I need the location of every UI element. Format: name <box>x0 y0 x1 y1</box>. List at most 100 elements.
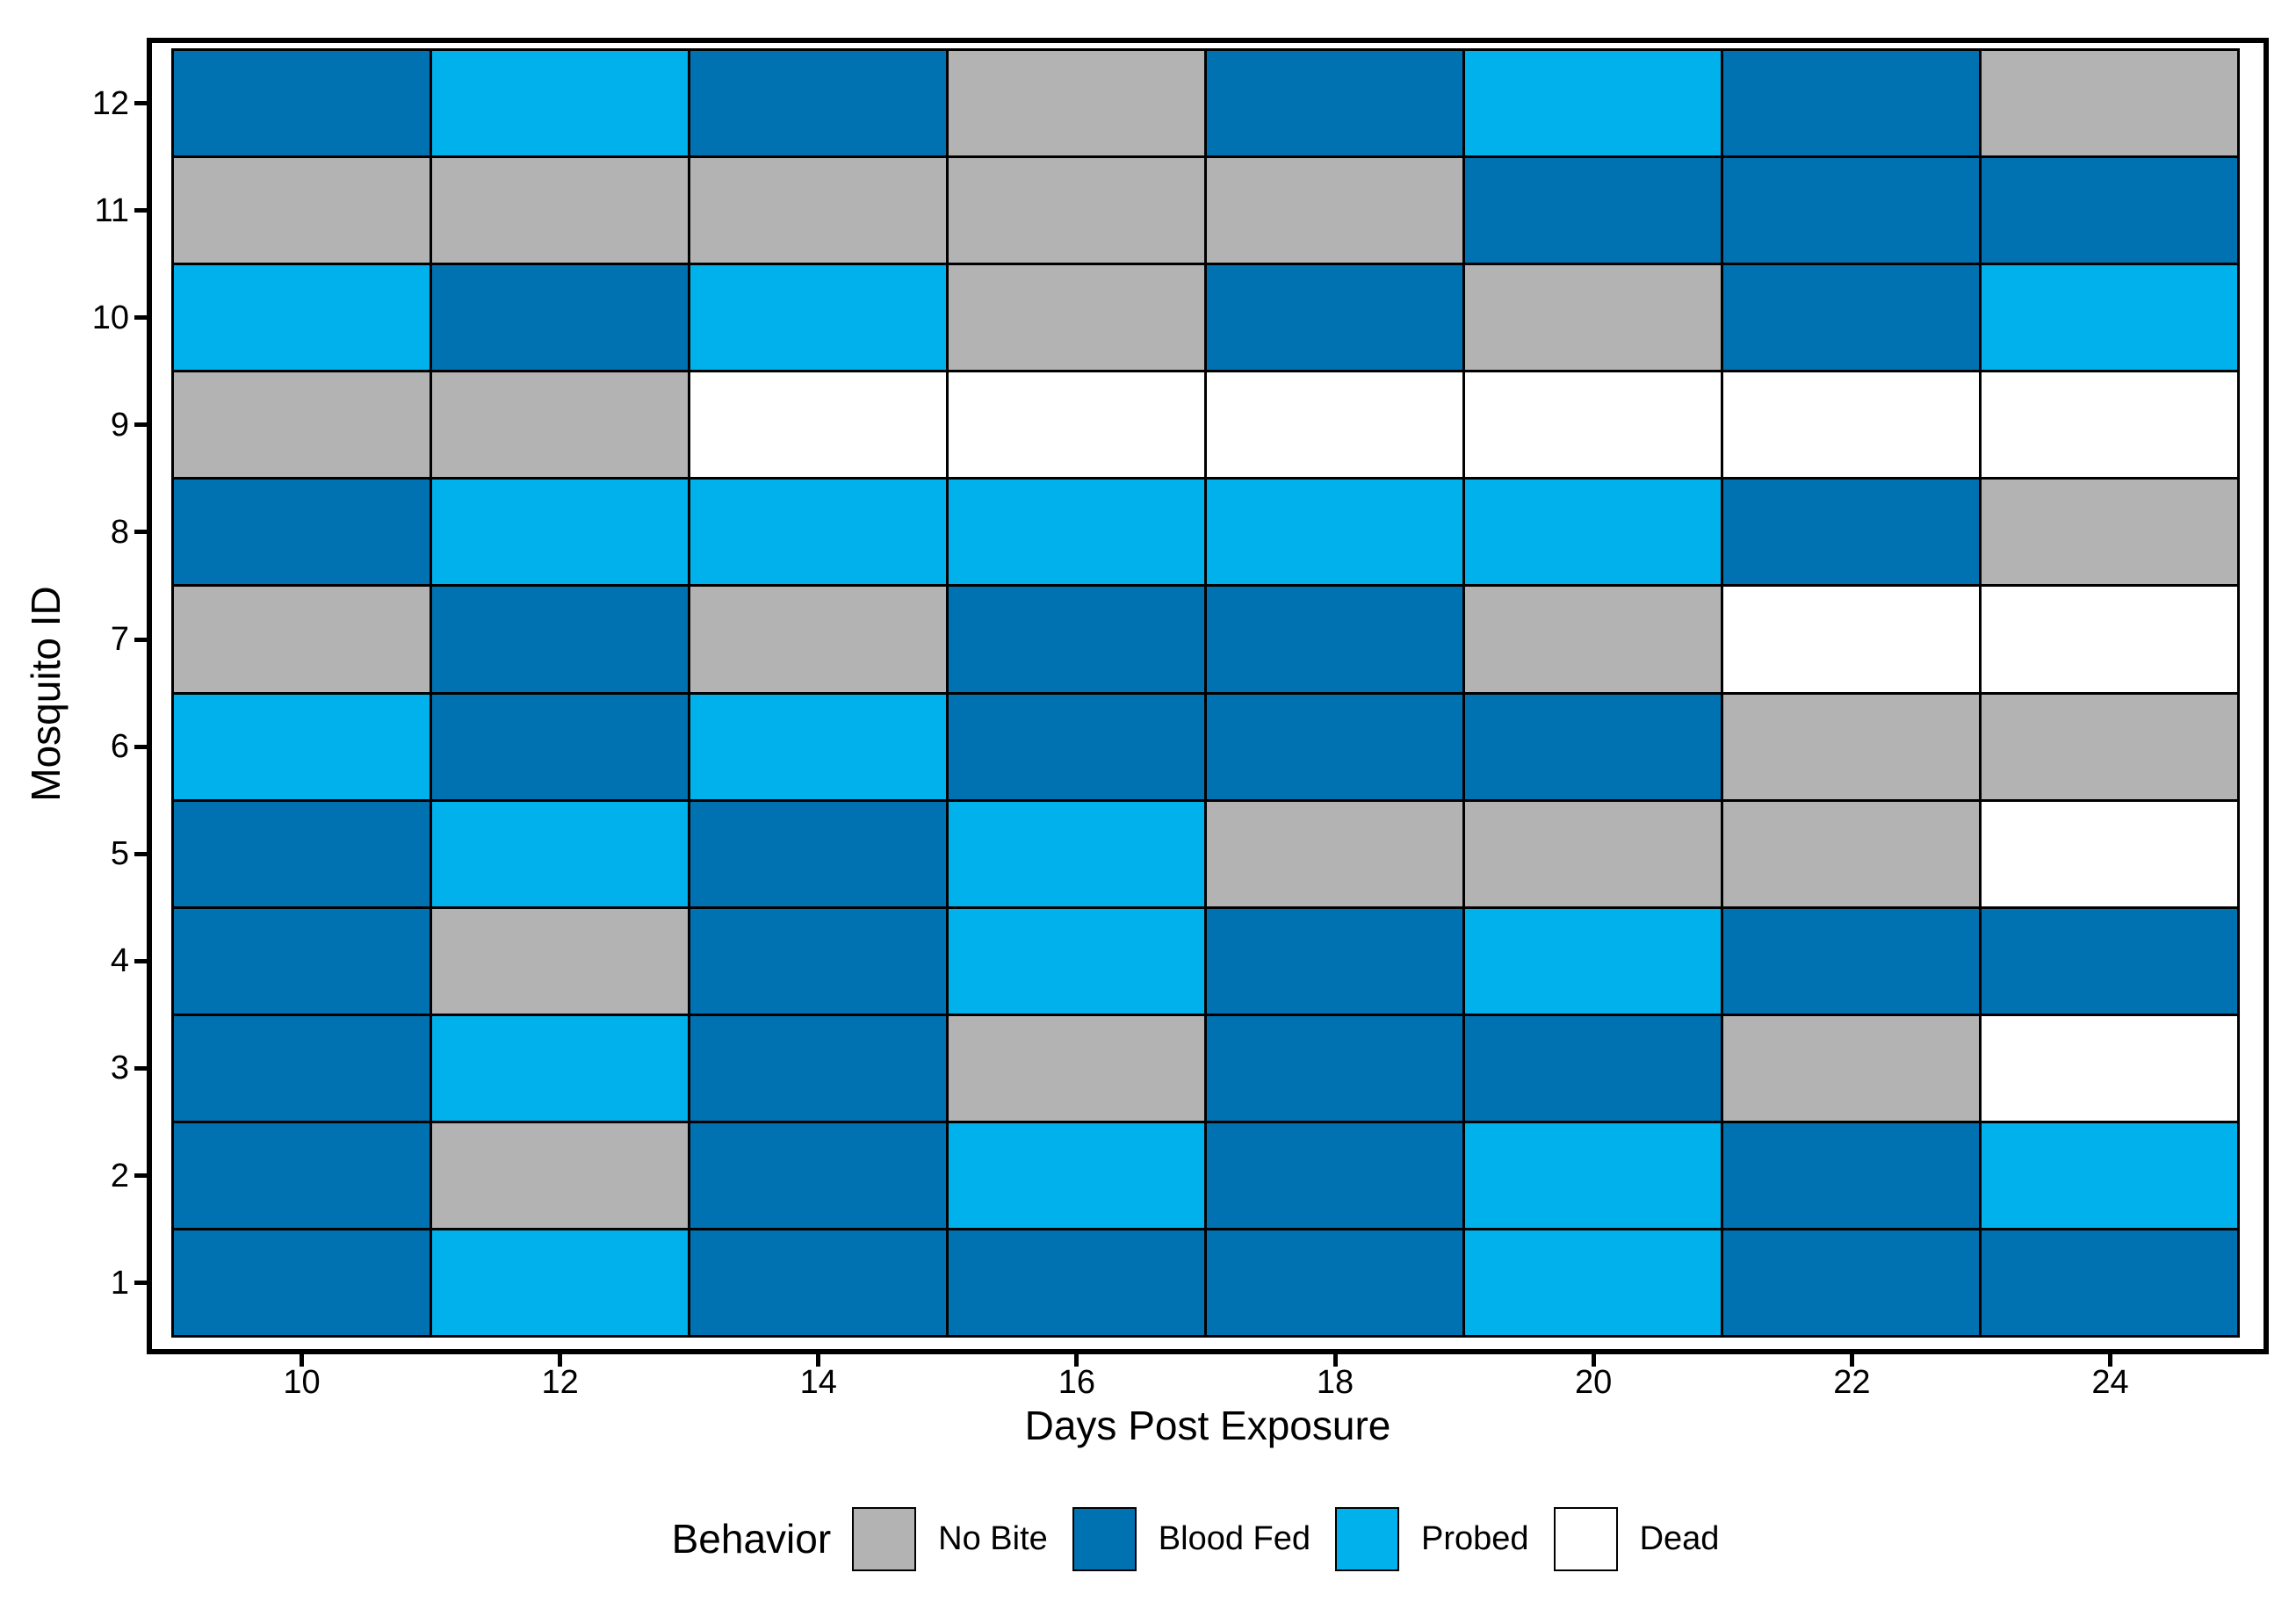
y-tick <box>134 1173 147 1178</box>
legend: Behavior No Bite Blood Fed Probed Dead <box>147 1504 2269 1574</box>
heatmap-cell <box>1723 480 1979 585</box>
y-tick <box>134 958 147 963</box>
heatmap-cell <box>174 801 430 906</box>
heatmap-cell <box>174 694 430 799</box>
legend-swatch-probed <box>1335 1506 1400 1571</box>
x-tick <box>300 1354 304 1367</box>
y-tick-label: 6 <box>110 728 129 766</box>
x-tick-label: 16 <box>1058 1364 1096 1401</box>
y-tick-label: 5 <box>110 835 129 873</box>
heatmap-cell <box>690 158 946 263</box>
heatmap-cell <box>1982 265 2237 371</box>
heatmap-cell <box>1465 372 1721 478</box>
legend-item-blood-fed: Blood Fed <box>1072 1506 1335 1571</box>
heatmap-cell <box>1982 801 2237 906</box>
heatmap-cell <box>949 158 1204 263</box>
heatmap-cell <box>1723 801 1979 906</box>
heatmap-cell <box>949 1122 1204 1228</box>
heatmap-cell <box>1465 51 1721 156</box>
heatmap-cell <box>432 694 688 799</box>
heatmap-cell <box>1465 480 1721 585</box>
heatmap-cell <box>1723 694 1979 799</box>
y-tick-label: 2 <box>110 1157 129 1194</box>
heatmap-cell <box>432 372 688 478</box>
heatmap-cell <box>1982 1230 2237 1335</box>
heatmap-cell <box>1982 158 2237 263</box>
y-tick-label: 7 <box>110 621 129 659</box>
x-tick-label: 18 <box>1316 1364 1354 1401</box>
y-tick <box>134 744 147 749</box>
y-tick <box>134 1281 147 1286</box>
heatmap-cell <box>690 51 946 156</box>
heatmap-cell <box>174 158 430 263</box>
heatmap-cell <box>174 1230 430 1335</box>
y-tick-label: 9 <box>110 406 129 444</box>
heatmap-cell <box>1465 801 1721 906</box>
heatmap-cell <box>1465 1015 1721 1121</box>
legend-item-no-bite: No Bite <box>852 1506 1072 1571</box>
heatmap-cell <box>690 1015 946 1121</box>
heatmap-cell <box>174 587 430 692</box>
heatmap-cell <box>174 51 430 156</box>
heatmap-cell <box>432 908 688 1014</box>
heatmap-cell <box>1465 587 1721 692</box>
heatmap-cell <box>432 51 688 156</box>
y-tick-label: 8 <box>110 513 129 551</box>
x-tick <box>1074 1354 1079 1367</box>
heatmap-cell <box>949 587 1204 692</box>
heatmap-cell <box>690 372 946 478</box>
legend-label: Probed <box>1421 1519 1529 1557</box>
heatmap-cell <box>1207 480 1462 585</box>
x-tick-label: 12 <box>541 1364 579 1401</box>
heatmap-cell <box>174 1122 430 1228</box>
x-axis-title: Days Post Exposure <box>1024 1403 1391 1448</box>
heatmap-cell <box>432 1122 688 1228</box>
heatmap-cell <box>1723 587 1979 692</box>
heatmap-grid <box>171 48 2240 1338</box>
heatmap-cell <box>690 1230 946 1335</box>
y-axis-title: Mosquito ID <box>23 586 69 802</box>
heatmap-cell <box>1723 372 1979 478</box>
x-tick <box>816 1354 821 1367</box>
x-tick <box>2107 1354 2112 1367</box>
heatmap-cell <box>1207 801 1462 906</box>
heatmap-cell <box>174 372 430 478</box>
x-tick-label: 10 <box>283 1364 321 1401</box>
heatmap-cell <box>1982 694 2237 799</box>
heatmap-cell <box>1207 158 1462 263</box>
heatmap-cell <box>1465 1122 1721 1228</box>
y-tick <box>134 1065 147 1071</box>
y-tick-label: 1 <box>110 1264 129 1302</box>
legend-item-dead: Dead <box>1553 1506 1744 1571</box>
heatmap-cell <box>1465 158 1721 263</box>
heatmap-cell <box>1465 1230 1721 1335</box>
heatmap-cell <box>1723 908 1979 1014</box>
heatmap-cell <box>1207 1230 1462 1335</box>
y-tick-label: 12 <box>91 84 129 122</box>
heatmap-cell <box>432 480 688 585</box>
heatmap-cell <box>432 801 688 906</box>
y-tick <box>134 208 147 213</box>
heatmap-cell <box>1207 265 1462 371</box>
heatmap-cell <box>432 1230 688 1335</box>
heatmap-cell <box>949 908 1204 1014</box>
heatmap-cell <box>690 908 946 1014</box>
heatmap-cell <box>690 480 946 585</box>
heatmap-cell <box>1465 694 1721 799</box>
x-tick <box>558 1354 563 1367</box>
heatmap-cell <box>1207 1015 1462 1121</box>
x-tick <box>1591 1354 1596 1367</box>
x-tick-label: 22 <box>1833 1364 1871 1401</box>
y-tick <box>134 101 147 106</box>
y-tick <box>134 422 147 428</box>
heatmap-cell <box>1723 158 1979 263</box>
heatmap-cell <box>1207 587 1462 692</box>
heatmap-cell <box>1982 587 2237 692</box>
heatmap-cell <box>1207 1122 1462 1228</box>
x-tick-label: 24 <box>2091 1364 2129 1401</box>
heatmap-cell <box>1723 1122 1979 1228</box>
heatmap-cell <box>174 1015 430 1121</box>
legend-label: No Bite <box>938 1519 1048 1557</box>
heatmap-cell <box>432 158 688 263</box>
heatmap-cell <box>949 1230 1204 1335</box>
